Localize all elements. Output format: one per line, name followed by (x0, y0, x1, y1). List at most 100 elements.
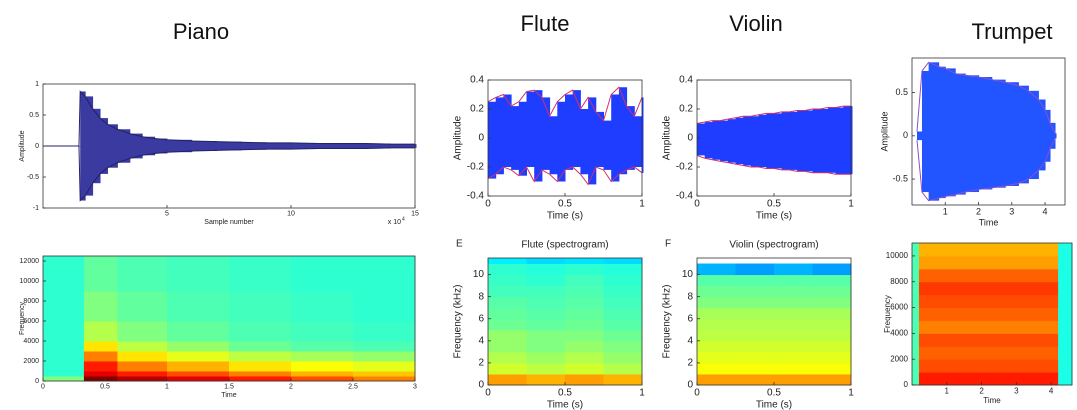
heatmap-cell (526, 329, 566, 342)
heatmap-cell (229, 361, 292, 372)
heatmap-cell (526, 373, 566, 386)
waveform-envelope (487, 86, 643, 122)
y-tick-label: 0.4 (679, 75, 693, 86)
x-tick-label: 4 (1043, 207, 1048, 217)
heatmap-cell (291, 376, 354, 382)
y-tick-label: 2 (687, 358, 693, 369)
heatmap-cell (229, 256, 292, 292)
heatmap-cell (812, 318, 852, 331)
heatmap-cell (488, 373, 527, 386)
waveform-segment (626, 106, 635, 170)
waveform-segment (1050, 122, 1056, 149)
heatmap-cell (43, 256, 85, 292)
heatmap-cell (774, 285, 813, 298)
x-tick-label: 0 (694, 199, 700, 210)
y-tick-label: 6 (478, 313, 484, 324)
heatmap-cell (117, 351, 168, 362)
waveform-envelope (916, 61, 1056, 134)
x-tick-label: 2 (976, 207, 981, 217)
waveform-segment (945, 68, 956, 197)
x-axis-label: Time (s) (547, 400, 583, 410)
waveform-envelope (696, 154, 851, 175)
heatmap-cell (353, 371, 416, 377)
heatmap-cell (353, 321, 416, 342)
y-tick-label: 0 (687, 133, 693, 144)
heatmap-cell (117, 371, 168, 377)
heatmap-cell (697, 318, 736, 331)
panel-label: E (456, 239, 463, 250)
heatmap-cell (735, 263, 775, 276)
waveform-segment (820, 109, 829, 173)
heatmap-cell (229, 291, 292, 322)
heatmap-cell (735, 373, 775, 386)
heatmap-cell (565, 340, 604, 353)
x-tick-label: 1 (165, 383, 169, 390)
heatmap-cell (167, 376, 230, 382)
heatmap-cell (774, 274, 813, 287)
heatmap-cell (117, 361, 168, 372)
heatmap-cell (1058, 294, 1073, 309)
x-axis-label: Time (979, 217, 999, 227)
heatmap-cell (488, 258, 527, 265)
heatmap-cell (697, 274, 736, 287)
heatmap-cell (83, 291, 118, 322)
y-tick-label: -0.5 (27, 174, 39, 181)
x-tick-label: 1 (639, 388, 645, 399)
heatmap-cell (603, 318, 643, 331)
y-tick-label: 0 (35, 143, 39, 150)
x-multiplier: x 10 (388, 219, 401, 226)
x-tick-label: 1 (943, 207, 948, 217)
waveform-segment (107, 124, 118, 168)
y-tick-label: -0.4 (467, 191, 485, 202)
heatmap-cell (1058, 320, 1073, 334)
waveform-segment (557, 101, 566, 182)
waveform-segment (291, 142, 317, 150)
heatmap-cell (565, 274, 604, 287)
y-tick-label: 10 (473, 269, 485, 280)
waveform-segment (503, 94, 512, 167)
heatmap-cell (565, 263, 604, 276)
waveform-segment (154, 138, 168, 154)
x-tick-label: 0 (694, 388, 700, 399)
y-tick-label: 0.2 (679, 104, 693, 115)
instrument-title: Trumpet (971, 19, 1052, 44)
waveform-segment (965, 75, 980, 193)
heatmap-cell (735, 362, 775, 375)
waveform-segment (142, 136, 156, 156)
heatmap-cell (167, 361, 230, 372)
heatmap-cell (735, 318, 775, 331)
y-axis-label: Frequency (kHz) (453, 285, 464, 359)
y-axis-label: Amplitude (19, 130, 26, 161)
waveform-segment (565, 94, 574, 170)
waveform-segment (588, 97, 597, 185)
waveform-segment (743, 116, 752, 166)
waveform-segment (916, 131, 923, 141)
y-tick-label: 10 (682, 269, 694, 280)
heatmap-cell (774, 351, 813, 364)
waveform-segment (92, 108, 101, 184)
x-tick-label: 0.5 (767, 388, 781, 399)
x-tick-label: 5 (165, 210, 169, 217)
x-tick-label: 4 (1049, 387, 1054, 396)
waveform-segment (797, 110, 806, 172)
heatmap-cell (565, 258, 604, 265)
heatmap-cell (167, 341, 230, 352)
heatmap-cell (117, 376, 168, 382)
y-tick-label: -0.2 (676, 162, 694, 173)
heatmap-cell (291, 351, 354, 362)
x-tick-label: 3 (413, 383, 417, 390)
heatmap-cell (353, 361, 416, 372)
heatmap-cell (812, 362, 852, 375)
x-tick-label: 0 (41, 383, 45, 390)
waveform-segment (938, 66, 946, 199)
heatmap-cell (918, 243, 1059, 257)
x-tick-label: 0 (485, 199, 491, 210)
waveform-segment (603, 120, 612, 170)
y-tick-label: 6000 (890, 303, 908, 312)
heatmap-cell (603, 373, 643, 386)
waveform-segment (1055, 133, 1057, 139)
heatmap-cell (1058, 268, 1073, 283)
heatmap-cell (488, 296, 527, 309)
heatmap-cell (697, 285, 736, 298)
heatmap-cell (812, 373, 852, 386)
